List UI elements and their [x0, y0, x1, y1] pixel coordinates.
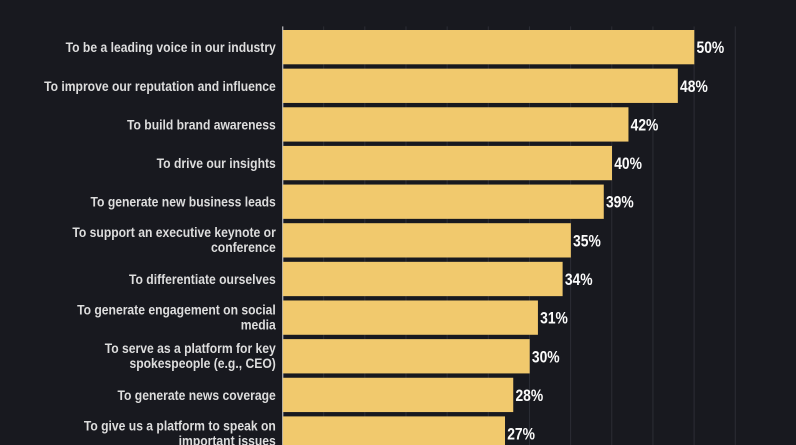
svg-text:27%: 27% — [507, 425, 535, 443]
svg-text:30%: 30% — [532, 348, 560, 366]
svg-text:To build brand awareness: To build brand awareness — [127, 117, 276, 133]
svg-text:To be a leading voice in our i: To be a leading voice in our industry — [66, 40, 277, 56]
svg-text:To generate engagement on soci: To generate engagement on social media — [77, 302, 277, 333]
svg-text:To generate new business leads: To generate new business leads — [91, 194, 276, 210]
svg-text:To support an executive keynot: To support an executive keynote or confer… — [72, 225, 275, 256]
svg-text:34%: 34% — [565, 271, 593, 289]
svg-text:50%: 50% — [697, 39, 725, 57]
svg-text:To generate news coverage: To generate news coverage — [118, 387, 276, 403]
svg-text:To drive our insights: To drive our insights — [157, 155, 276, 171]
svg-text:To improve our reputation and: To improve our reputation and influence — [44, 78, 276, 94]
svg-text:To differentiate ourselves: To differentiate ourselves — [129, 271, 276, 287]
svg-text:40%: 40% — [614, 155, 642, 173]
svg-text:35%: 35% — [573, 232, 601, 250]
svg-text:To serve as a platform for key: To serve as a platform for key spokespeop… — [105, 340, 277, 371]
svg-text:48%: 48% — [680, 78, 708, 96]
svg-text:39%: 39% — [606, 194, 634, 212]
svg-text:To give us a platform to speak: To give us a platform to speak on importa… — [84, 418, 276, 445]
svg-text:42%: 42% — [631, 116, 659, 134]
svg-text:28%: 28% — [515, 387, 543, 405]
svg-text:31%: 31% — [540, 310, 568, 328]
